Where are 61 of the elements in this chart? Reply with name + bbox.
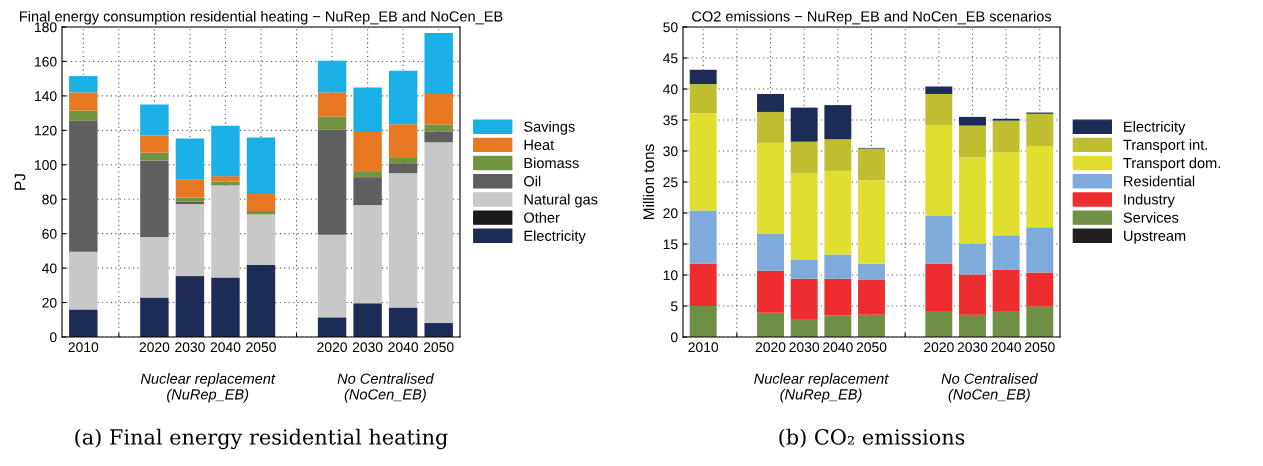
y-tick-label: 20 bbox=[663, 208, 678, 219]
y-tick-label: 0 bbox=[670, 332, 678, 343]
x-tick-label: 2050 bbox=[856, 342, 887, 353]
x-tick-label: 2040 bbox=[991, 342, 1022, 353]
x-tick-label: 2020 bbox=[317, 342, 347, 353]
y-tick-label: 25 bbox=[663, 177, 678, 188]
y-tick-label: 15 bbox=[663, 239, 678, 250]
legend-label: Oil bbox=[524, 175, 541, 187]
text: No Centralised (NoCen_EB) bbox=[337, 373, 434, 403]
text: No Centralised (NoCen_EB) bbox=[941, 373, 1038, 403]
chart-title: CO2 emissions − NuRep_EB and NoCen_EB scenarios bbox=[692, 10, 1052, 25]
x-tick-label: 2040 bbox=[388, 342, 419, 353]
text: (a) Final energy residential heating bbox=[75, 428, 448, 450]
legend-label: Services bbox=[1123, 212, 1179, 223]
legend-label: Upstream bbox=[1124, 230, 1186, 244]
x-tick-label: 2020 bbox=[755, 342, 786, 353]
x-tick-label: 2030 bbox=[352, 342, 383, 353]
y-tick-label: 10 bbox=[663, 270, 678, 281]
y-tick-label: 120 bbox=[35, 125, 57, 136]
y-tick-label: 0 bbox=[49, 332, 57, 343]
legend-label: Electricity bbox=[524, 230, 586, 244]
legend-label: Transport dom. bbox=[1123, 157, 1220, 172]
y-tick-label: 40 bbox=[663, 84, 678, 95]
y-tick-label: 160 bbox=[35, 56, 57, 67]
y-axis-title: PJ bbox=[14, 174, 26, 190]
text: (b) CO₂ emissions bbox=[779, 428, 965, 448]
y-tick-label: 100 bbox=[35, 160, 57, 170]
y-tick-label: 45 bbox=[663, 53, 678, 64]
y-tick-label: 80 bbox=[42, 194, 57, 205]
y-tick-label: 20 bbox=[42, 297, 57, 308]
legend-label: Transport int. bbox=[1123, 139, 1207, 153]
x-tick-label: 2040 bbox=[210, 342, 241, 353]
x-tick-label: 2050 bbox=[246, 342, 276, 353]
x-tick-label: 2030 bbox=[175, 342, 205, 353]
legend-label: Savings bbox=[524, 121, 575, 135]
y-tick-label: 60 bbox=[42, 229, 57, 239]
y-tick-label: 30 bbox=[663, 146, 678, 157]
x-tick-label: 2020 bbox=[139, 342, 170, 353]
y-tick-label: 35 bbox=[663, 115, 678, 126]
y-axis-title: Million tons bbox=[642, 144, 655, 219]
x-tick-label: 2040 bbox=[823, 342, 853, 353]
text: Nuclear replacement (NuRep_EB) bbox=[140, 373, 276, 403]
x-tick-label: 2030 bbox=[957, 342, 988, 353]
y-tick-label: 5 bbox=[670, 301, 678, 312]
text: Nuclear replacement (NuRep_EB) bbox=[754, 373, 889, 403]
legend-label: Natural gas bbox=[524, 193, 598, 208]
x-tick-label: 2050 bbox=[1025, 342, 1055, 353]
x-tick-label: 2020 bbox=[924, 342, 954, 353]
x-tick-label: 2010 bbox=[688, 342, 719, 353]
y-tick-label: 40 bbox=[42, 263, 57, 274]
x-tick-label: 2010 bbox=[68, 342, 99, 353]
legend-label: Biomass bbox=[524, 157, 579, 169]
legend-label: Electricity bbox=[1124, 121, 1186, 135]
y-tick-label: 140 bbox=[35, 91, 57, 102]
x-tick-label: 2050 bbox=[423, 342, 454, 353]
legend-label: Residential bbox=[1124, 175, 1195, 187]
legend-label: Heat bbox=[524, 139, 555, 151]
y-tick-label: 50 bbox=[663, 22, 678, 33]
legend-label: Other bbox=[524, 212, 560, 223]
x-tick-label: 2030 bbox=[789, 342, 820, 353]
legend-label: Industry bbox=[1124, 193, 1175, 208]
